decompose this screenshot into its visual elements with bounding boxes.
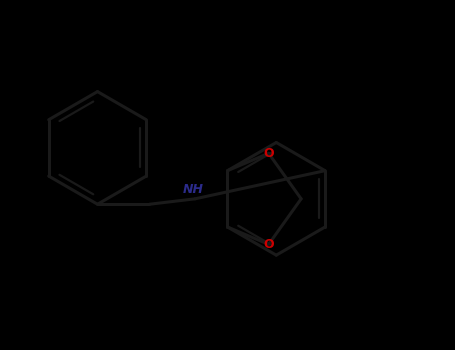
Text: O: O — [263, 238, 274, 251]
Text: O: O — [263, 147, 274, 160]
Text: NH: NH — [182, 183, 203, 196]
